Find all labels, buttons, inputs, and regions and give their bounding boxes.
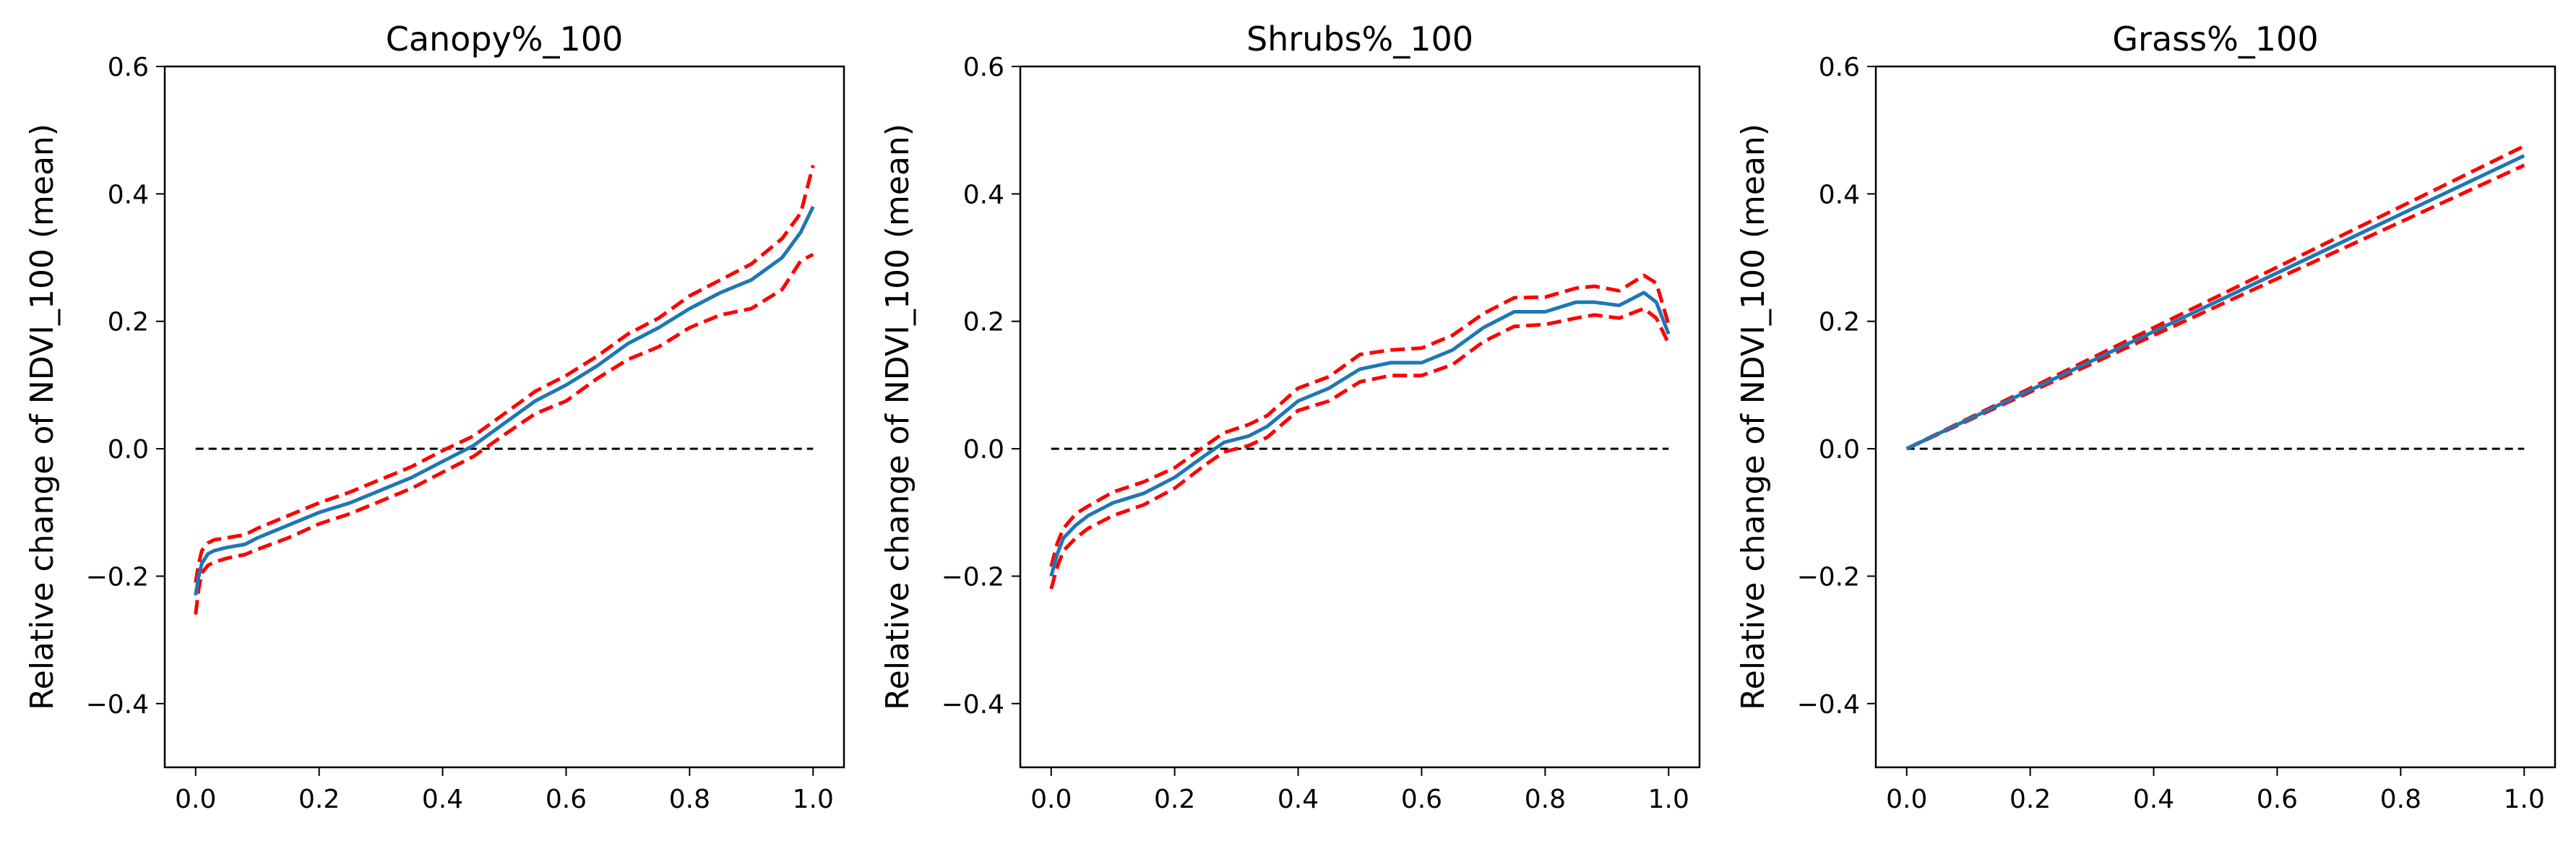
mean-line	[194, 205, 815, 596]
y-tick-label: −0.2	[942, 562, 1004, 592]
x-tick-label: 0.0	[175, 785, 216, 814]
y-tick-label: −0.2	[1797, 562, 1860, 592]
y-tick-label: 0.0	[108, 435, 149, 465]
y-tick-label: −0.4	[86, 690, 149, 720]
y-tick-label: −0.4	[942, 690, 1004, 720]
x-tick-label: 0.6	[546, 785, 587, 814]
y-tick-label: 0.6	[108, 53, 149, 82]
y-axis-label: Relative change of NDVI_100 (mean)	[879, 124, 916, 710]
chart-panel-3: Grass%_100 Relative change of NDVI_100 (m…	[1735, 20, 2556, 814]
x-tick-label: 0.6	[1401, 785, 1442, 814]
x-tick-label: 1.0	[793, 785, 834, 814]
y-tick-label: 0.0	[1819, 435, 1860, 465]
x-tick-label: 0.2	[2009, 785, 2051, 814]
y-axis-label: Relative change of NDVI_100 (mean)	[1735, 124, 1772, 710]
y-tick-label: 0.2	[1819, 308, 1860, 337]
plot-frame	[1874, 65, 2556, 769]
chart-panel-1: Canopy%_100 Relative change of NDVI_100 (…	[24, 20, 845, 814]
x-tick-label: 1.0	[2504, 785, 2545, 814]
y-tick-label: −0.4	[1797, 690, 1860, 720]
plot-frame	[163, 65, 845, 769]
chart-panel-2: Shrubs%_100 Relative change of NDVI_100 (…	[879, 20, 1701, 814]
lower-bound-line	[1049, 306, 1671, 590]
y-tick-label: 0.6	[963, 53, 1004, 82]
chart-title: Canopy%_100	[386, 20, 624, 59]
y-tick-label: −0.2	[86, 562, 149, 592]
y-tick-label: 0.4	[108, 180, 149, 210]
mean-line	[1049, 290, 1671, 577]
y-tick-label: 0.4	[963, 180, 1004, 210]
x-tick-label: 0.2	[298, 785, 340, 814]
x-tick-label: 0.8	[2380, 785, 2421, 814]
chart-title: Shrubs%_100	[1246, 20, 1473, 59]
lower-bound-line	[194, 252, 814, 615]
x-tick-label: 1.0	[1648, 785, 1689, 814]
x-tick-label: 0.2	[1154, 785, 1195, 814]
y-tick-label: 0.0	[963, 435, 1004, 465]
y-tick-label: 0.4	[1819, 180, 1860, 210]
y-tick-label: 0.6	[1819, 53, 1860, 82]
x-tick-label: 0.4	[2133, 785, 2174, 814]
x-tick-label: 0.4	[422, 785, 463, 814]
x-tick-label: 0.8	[1525, 785, 1566, 814]
y-axis-label: Relative change of NDVI_100 (mean)	[24, 124, 61, 710]
y-tick-label: 0.2	[108, 308, 149, 337]
upper-bound-line	[194, 165, 815, 583]
y-tick-label: 0.2	[963, 308, 1004, 337]
x-tick-label: 0.0	[1886, 785, 1927, 814]
mean-line	[1905, 154, 2525, 451]
x-tick-label: 0.0	[1030, 785, 1072, 814]
plot-frame	[1019, 65, 1701, 769]
x-tick-label: 0.8	[669, 785, 710, 814]
x-tick-label: 0.4	[1278, 785, 1319, 814]
chart-title: Grass%_100	[2112, 20, 2318, 59]
x-tick-label: 0.6	[2257, 785, 2298, 814]
upper-bound-line	[1049, 273, 1671, 567]
